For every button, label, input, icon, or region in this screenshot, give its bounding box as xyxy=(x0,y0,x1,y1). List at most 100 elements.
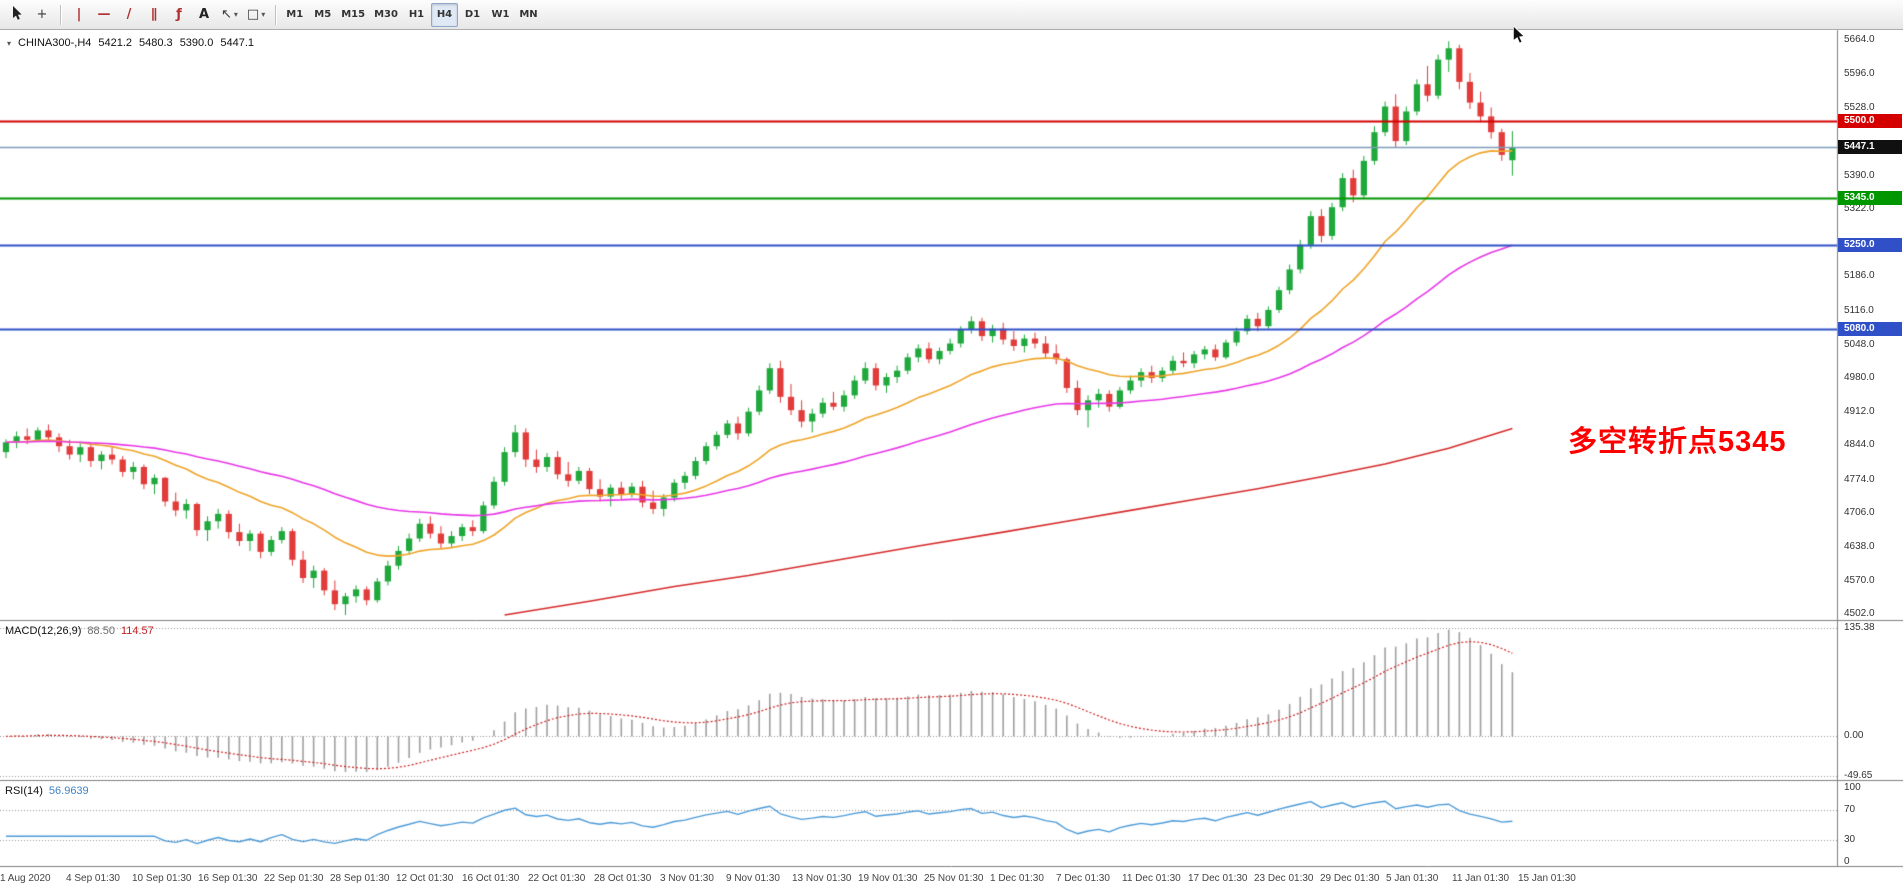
trend-icon: / xyxy=(126,7,132,22)
time-axis-label: 28 Oct 01:30 xyxy=(594,873,652,884)
toolbar-separator xyxy=(275,4,277,25)
fibonacci-tool[interactable]: ƒ xyxy=(167,3,191,27)
macd-scale-label: -49.65 xyxy=(1844,770,1873,781)
time-axis-label: 5 Jan 01:30 xyxy=(1386,873,1439,884)
arrows-icon: ↖ xyxy=(221,7,232,22)
time-axis-label: 11 Dec 01:30 xyxy=(1122,873,1181,884)
timeframe-h4[interactable]: H4 xyxy=(430,2,458,27)
time-axis-label: 3 Nov 01:30 xyxy=(660,873,714,884)
price-scale-label: 5664.0 xyxy=(1844,34,1875,46)
timeframe-mn[interactable]: MN xyxy=(515,3,542,27)
timeframe-m1[interactable]: M1 xyxy=(281,3,308,27)
price-scale[interactable]: 5664.0 5596.0 5528.0 5390.0 5322.0 5186.0 5116… xyxy=(1838,30,1903,894)
price-scale-label: 5596.0 xyxy=(1844,67,1875,79)
chart-title: ▾ CHINA300-,H4 5421.2 5480.3 5390.0 5447… xyxy=(7,37,254,49)
time-axis-label: 11 Jan 01:30 xyxy=(1452,873,1510,884)
macd-scale-label: 135.38 xyxy=(1844,622,1875,633)
level-5080-tag: 5080.0 xyxy=(1838,321,1902,336)
timeframe-w1[interactable]: W1 xyxy=(487,3,514,27)
price-scale-label: 5116.0 xyxy=(1844,304,1874,316)
timeframe-m30[interactable]: M30 xyxy=(370,3,402,27)
text-icon: A xyxy=(198,7,210,22)
macd-scale-label: 0.00 xyxy=(1844,730,1864,742)
vertical-line-tool[interactable]: | xyxy=(67,3,91,27)
price-scale-label: 4638.0 xyxy=(1844,540,1875,552)
price-scale-label: 5322.0 xyxy=(1844,203,1875,215)
trendline-tool[interactable]: / xyxy=(117,3,141,27)
macd-main-value: 88.50 xyxy=(87,625,115,637)
time-axis-label: 28 Sep 01:30 xyxy=(330,873,390,884)
arrows-tool[interactable]: ↖ ▾ xyxy=(217,3,242,27)
crosshair-icon: + xyxy=(36,7,48,22)
text-tool[interactable]: A xyxy=(192,3,216,27)
macd-name: MACD(12,26,9) xyxy=(5,625,82,637)
toolbar-separator xyxy=(60,4,61,25)
cursor-tool[interactable] xyxy=(5,3,29,27)
price-scale-label: 4912.0 xyxy=(1844,405,1875,417)
time-axis-label: 16 Oct 01:30 xyxy=(462,873,520,884)
time-axis-label: 25 Nov 01:30 xyxy=(924,873,984,884)
price-scale-label: 4844.0 xyxy=(1844,439,1875,451)
price-scale-label: 5528.0 xyxy=(1844,101,1875,113)
horizontal-line-tool[interactable]: — xyxy=(92,3,116,27)
chart-annotation[interactable]: 多空转折点5345 xyxy=(1568,426,1787,458)
time-axis-label: 12 Oct 01:30 xyxy=(396,873,454,884)
equidistant-channel-tool[interactable]: ∥ xyxy=(142,3,166,27)
time-axis-label: 9 Nov 01:30 xyxy=(726,873,780,884)
ohlc-close: 5447.1 xyxy=(220,37,254,49)
dropdown-caret-icon: ▾ xyxy=(233,10,238,19)
price-scale-label: 4706.0 xyxy=(1844,507,1875,519)
ohlc-high: 5480.3 xyxy=(139,37,173,49)
time-axis-label: 15 Jan 01:30 xyxy=(1518,873,1576,884)
timeframe-h1[interactable]: H1 xyxy=(403,3,430,27)
time-axis-label: 4 Sep 01:30 xyxy=(66,873,120,884)
dropdown-caret-icon: ▾ xyxy=(261,10,266,19)
rsi-name: RSI(14) xyxy=(5,785,43,797)
price-scale-label: 5186.0 xyxy=(1844,270,1875,282)
rsi-value: 56.9639 xyxy=(48,785,89,797)
mouse-cursor xyxy=(1512,26,1526,44)
support-5345-tag: 5345.0 xyxy=(1838,190,1902,205)
price-scale-label: 4980.0 xyxy=(1844,372,1875,384)
ohlc-low: 5390.0 xyxy=(179,37,214,49)
timeframe-d1[interactable]: D1 xyxy=(459,3,486,27)
level-5250-tag: 5250.0 xyxy=(1838,237,1902,252)
time-axis-label: 7 Dec 01:30 xyxy=(1056,873,1110,884)
channel-icon: ∥ xyxy=(150,7,158,22)
price-scale-label: 4570.0 xyxy=(1844,574,1875,586)
toolbar-tools: + | — / ∥ ƒ A ↖ ▾ □ ▾ xyxy=(5,3,281,27)
rsi-scale-label: 100 xyxy=(1844,782,1861,793)
time-axis[interactable]: 1 Aug 2020 4 Sep 01:30 10 Sep 01:30 16 Sep … xyxy=(0,866,1838,894)
crosshair-tool[interactable]: + xyxy=(30,3,54,27)
time-axis-label: 29 Dec 01:30 xyxy=(1320,873,1380,884)
time-axis-label: 22 Sep 01:30 xyxy=(264,873,324,884)
shapes-icon: □ xyxy=(246,7,260,22)
current-price-tag: 5447.1 xyxy=(1838,140,1902,155)
price-scale-label: 5390.0 xyxy=(1844,169,1875,181)
cursor-icon xyxy=(11,5,23,24)
timeframe-m15[interactable]: M15 xyxy=(337,3,369,27)
toolbar-timeframes: M1 M5 M15 M30 H1 H4 D1 W1 MN xyxy=(281,2,542,27)
one-click-trading-icon[interactable]: ▾ xyxy=(7,38,12,48)
time-axis-label: 13 Nov 01:30 xyxy=(792,873,852,884)
resistance-5500-tag: 5500.0 xyxy=(1838,114,1902,129)
macd-pane-label: MACD(12,26,9) 88.50 114.57 xyxy=(5,625,154,637)
price-scale-label: 4774.0 xyxy=(1844,473,1875,485)
hline-icon: — xyxy=(97,7,111,22)
fibo-icon: ƒ xyxy=(176,7,182,22)
rsi-scale-label: 70 xyxy=(1844,804,1856,816)
macd-signal-value: 114.57 xyxy=(120,625,154,637)
time-axis-label: 23 Dec 01:30 xyxy=(1254,873,1314,884)
timeframe-m5[interactable]: M5 xyxy=(309,3,336,27)
time-axis-label: 16 Sep 01:30 xyxy=(198,873,258,884)
toolbar: + | — / ∥ ƒ A ↖ ▾ □ ▾ M1 M5 M15 M30 H1 H4 D1 W1 MN xyxy=(0,0,1903,30)
vline-icon: | xyxy=(76,7,82,22)
time-axis-label: 1 Aug 2020 xyxy=(0,873,51,884)
shapes-tool[interactable]: □ ▾ xyxy=(243,3,269,27)
price-scale-label: 4502.0 xyxy=(1844,608,1875,620)
rsi-scale-label: 0 xyxy=(1844,856,1850,867)
time-axis-label: 17 Dec 01:30 xyxy=(1188,873,1248,884)
time-axis-label: 22 Oct 01:30 xyxy=(528,873,586,884)
